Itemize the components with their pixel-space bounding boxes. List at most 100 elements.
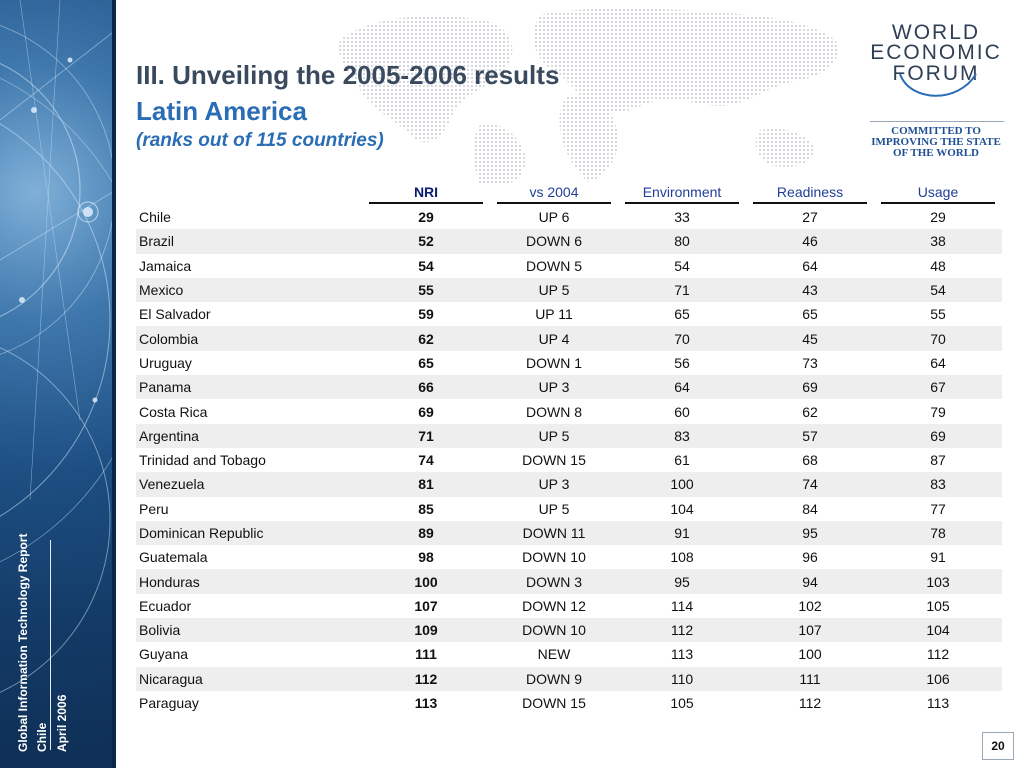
table-row: Trinidad and Tobago 74 DOWN 15 61 68 87	[136, 448, 1002, 472]
nri-cell: 62	[362, 326, 490, 351]
table-row: Guatemala 98 DOWN 10 108 96 91	[136, 545, 1002, 569]
nri-cell: 98	[418, 549, 434, 566]
vs2004-cell: UP 5	[490, 277, 618, 303]
slide-title: III. Unveiling the 2005-2006 results	[136, 60, 560, 90]
usage-cell: 83	[874, 472, 1002, 497]
country-cell: Paraguay	[139, 695, 199, 712]
table-row: Brazil 52 DOWN 6 80 46 38	[136, 229, 1002, 254]
header-vs2004-label: vs 2004	[497, 184, 611, 204]
nri-cell: 112	[362, 666, 490, 691]
vs2004-cell: UP 5	[538, 500, 570, 517]
environment-cell: 114	[670, 597, 694, 614]
table-row: Chile 29 UP 6 33 27 29	[136, 205, 1002, 229]
table-row: Jamaica 54 DOWN 5 54 64 48	[136, 254, 1002, 278]
sidebar-edge	[112, 0, 116, 768]
header-nri-label: NRI	[369, 184, 483, 204]
logo-tagline-1: COMMITTED TO	[891, 125, 981, 137]
table-row: Uruguay 65 DOWN 1 56 73 64	[136, 351, 1002, 375]
environment-cell: 65	[674, 306, 690, 323]
usage-cell: 112	[926, 646, 950, 663]
readiness-cell: 69	[746, 375, 874, 400]
header-country	[136, 183, 362, 205]
readiness-cell: 65	[802, 306, 818, 323]
nri-cell: 55	[362, 277, 490, 303]
vs2004-cell: UP 11	[535, 306, 573, 323]
sidebar-country: Chile	[35, 722, 49, 752]
country-cell: El Salvador	[139, 306, 211, 323]
vs2004-cell: NEW	[537, 646, 571, 663]
readiness-cell: 27	[802, 209, 818, 226]
table-row: Costa Rica 69 DOWN 8 60 62 79	[136, 399, 1002, 423]
nri-cell: 59	[418, 306, 434, 323]
vs2004-cell: UP 5	[490, 423, 618, 448]
vs2004-cell: UP 4	[490, 326, 618, 351]
page-number: 20	[982, 732, 1014, 760]
readiness-cell: 64	[802, 257, 818, 274]
header-readiness: Readiness	[746, 183, 874, 205]
readiness-cell: 68	[802, 452, 818, 469]
usage-cell: 54	[874, 277, 1002, 303]
decorative-sidebar: Global Information Technology Report Chi…	[0, 0, 116, 768]
nri-cell: 65	[418, 354, 434, 371]
usage-cell: 79	[930, 403, 946, 420]
header-usage-label: Usage	[881, 184, 995, 204]
country-cell: Guyana	[139, 646, 189, 663]
logo-arc-icon	[899, 73, 977, 97]
usage-cell: 77	[930, 500, 946, 517]
sidebar-date: April 2006	[55, 694, 69, 752]
usage-cell: 55	[930, 306, 946, 323]
country-cell: Honduras	[136, 569, 362, 594]
readiness-cell: 96	[802, 549, 818, 566]
sidebar-report-name: Global Information Technology Report	[16, 533, 30, 752]
vs2004-cell: DOWN 5	[526, 257, 582, 274]
world-map-watermark	[330, 0, 850, 185]
country-cell: Brazil	[136, 229, 362, 254]
vs2004-cell: DOWN 3	[490, 569, 618, 594]
vs2004-cell: DOWN 15	[522, 452, 586, 469]
environment-cell: 64	[618, 375, 746, 400]
nri-cell: 54	[418, 257, 434, 274]
readiness-cell: 84	[802, 500, 818, 517]
usage-cell: 67	[874, 375, 1002, 400]
nri-cell: 89	[362, 520, 490, 546]
vs2004-cell: UP 6	[538, 209, 570, 226]
header-environment-label: Environment	[625, 184, 739, 204]
table-row: Mexico 55 UP 5 71 43 54	[136, 277, 1002, 303]
nri-cell: 69	[418, 403, 434, 420]
environment-cell: 91	[618, 520, 746, 546]
table-row: Honduras 100 DOWN 3 95 94 103	[136, 569, 1002, 594]
vs2004-cell: DOWN 15	[522, 695, 586, 712]
environment-cell: 104	[670, 500, 694, 517]
header-environment: Environment	[618, 183, 746, 205]
header-vs2004: vs 2004	[490, 183, 618, 205]
table-row: Dominican Republic 89 DOWN 11 91 95 78	[136, 520, 1002, 546]
country-cell: Trinidad and Tobago	[139, 452, 266, 469]
nri-cell: 109	[362, 618, 490, 643]
readiness-cell: 73	[802, 354, 818, 371]
usage-cell: 113	[926, 695, 950, 712]
vs2004-cell: DOWN 11	[490, 520, 618, 546]
nri-cell: 81	[362, 472, 490, 497]
sidebar-divider	[50, 540, 51, 750]
vs2004-cell: DOWN 12	[522, 597, 586, 614]
usage-cell: 104	[874, 618, 1002, 643]
environment-cell: 110	[618, 666, 746, 691]
usage-cell: 48	[930, 257, 946, 274]
table-body: Chile 29 UP 6 33 27 29 Brazil 52 DOWN 6 80 46 38 Jam…	[136, 205, 1002, 715]
vs2004-cell: DOWN 10	[522, 549, 586, 566]
environment-cell: 105	[670, 695, 694, 712]
usage-cell: 29	[930, 209, 946, 226]
table-row: Paraguay 113 DOWN 15 105 112 113	[136, 691, 1002, 715]
usage-cell: 70	[874, 326, 1002, 351]
vs2004-cell: DOWN 1	[526, 354, 582, 371]
environment-cell: 108	[670, 549, 694, 566]
logo-word-forum: FORUM	[892, 62, 980, 85]
nri-cell: 52	[362, 229, 490, 254]
vs2004-cell: UP 3	[490, 472, 618, 497]
country-cell: Chile	[139, 209, 171, 226]
nri-cell: 66	[362, 375, 490, 400]
table-row: El Salvador 59 UP 11 65 65 55	[136, 302, 1002, 326]
environment-cell: 61	[674, 452, 690, 469]
country-cell: Guatemala	[139, 549, 208, 566]
environment-cell: 112	[618, 618, 746, 643]
